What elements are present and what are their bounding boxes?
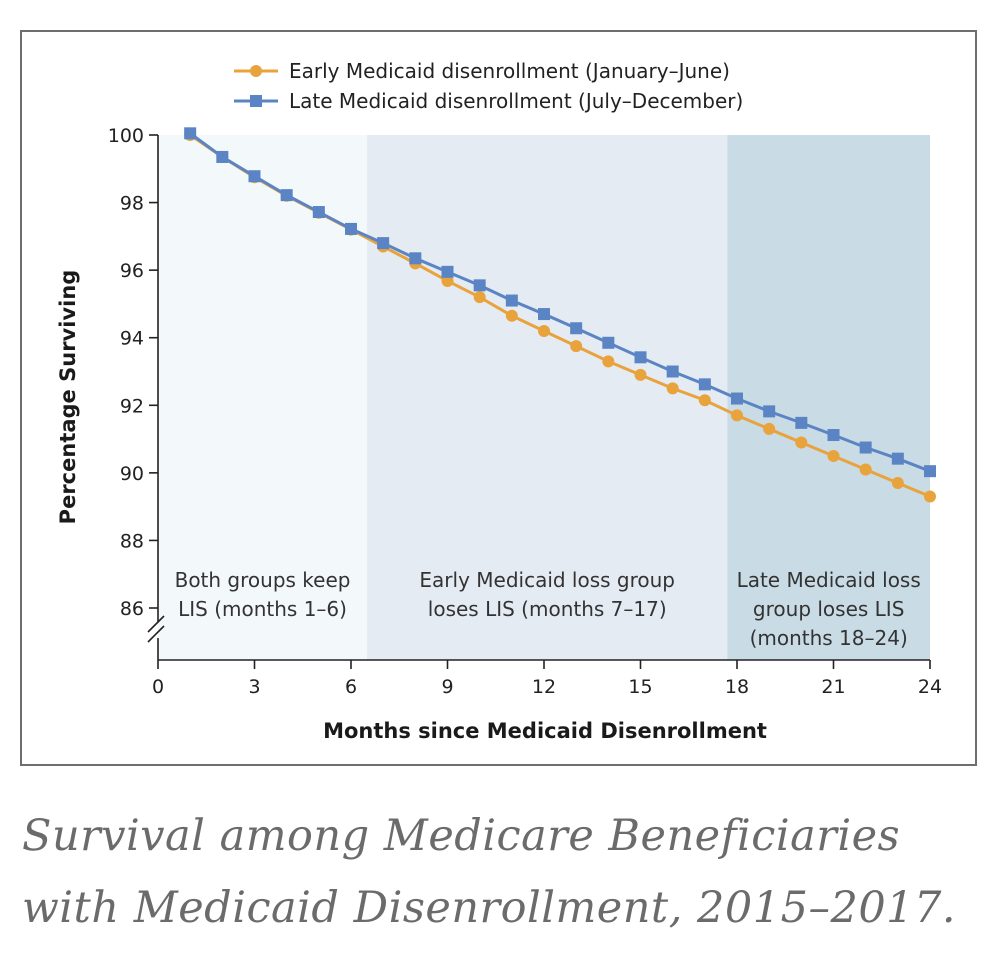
series-2-point-5	[312, 206, 325, 219]
series-2-point-22	[859, 441, 872, 454]
region-2-label-line-2: loses LIS (months 7–17)	[428, 597, 667, 621]
series-2	[184, 127, 936, 478]
series-2-point-2	[216, 150, 229, 163]
series-2-point-1	[184, 127, 197, 140]
series-2-point-7	[377, 237, 390, 250]
legend-marker-2	[250, 95, 262, 107]
series-1-point-11	[505, 309, 518, 322]
series-2-point-15	[634, 351, 647, 364]
survival-line-chart: Both groups keep LIS (months 1–6) Early Me…	[56, 59, 942, 743]
series-2-point-20	[795, 416, 808, 429]
x-tick-label-6: 6	[345, 676, 357, 698]
series-2-point-17	[698, 378, 711, 391]
series-2-point-6	[345, 222, 357, 235]
caption-line-1: Survival among Medicare Beneficiaries	[22, 811, 901, 861]
y-tick-label-96: 96	[120, 260, 144, 282]
axes	[147, 134, 931, 669]
series-1-point-14	[602, 355, 615, 368]
y-tick-label-98: 98	[120, 193, 144, 215]
series-2-point-18	[731, 392, 743, 405]
series-1-point-12	[538, 324, 550, 337]
figure-frame: Both groups keep LIS (months 1–6) Early Me…	[20, 30, 977, 766]
legend: Early Medicaid disenrollment (January–Ju…	[234, 59, 743, 113]
series-1-point-10	[473, 291, 486, 304]
series-2-point-21	[827, 429, 840, 442]
region-3-shade	[727, 135, 930, 660]
series-1-point-13	[570, 340, 583, 353]
series-2-point-4	[280, 189, 293, 202]
series-1-point-15	[634, 368, 647, 381]
axis-break-mark-2	[147, 625, 165, 643]
series-2-point-8	[409, 252, 422, 265]
caption-line-2: with Medicaid Disenrollment, 2015–2017.	[22, 883, 957, 933]
region-2-shade	[367, 135, 728, 660]
series-2-point-23	[891, 452, 904, 465]
legend-label-1: Early Medicaid disenrollment (January–Ju…	[289, 59, 730, 83]
series-2-point-13	[570, 322, 583, 335]
x-tick-label-9: 9	[441, 676, 453, 698]
region-3-label-line-1: Late Medicaid loss	[737, 568, 921, 592]
series-1-point-21	[827, 449, 840, 462]
series-1-point-24	[924, 490, 936, 503]
data-series	[184, 127, 936, 503]
y-axis-label: Percentage Surviving	[56, 270, 80, 525]
y-tick-label-100: 100	[108, 125, 144, 147]
y-tick-label-90: 90	[120, 463, 144, 485]
series-1-point-9	[441, 274, 454, 287]
legend-label-2: Late Medicaid disenrollment (July–Decemb…	[289, 89, 743, 113]
x-axis-label: Months since Medicaid Disenrollment	[323, 719, 767, 743]
y-tick-label-94: 94	[120, 328, 144, 350]
y-tick-label-86: 86	[120, 598, 144, 620]
series-1-point-17	[698, 394, 711, 407]
region-2-label-line-1: Early Medicaid loss group	[419, 568, 675, 592]
region-3-label-line-2: group loses LIS	[753, 597, 904, 621]
x-tick-label-18: 18	[725, 676, 749, 698]
series-2-point-14	[602, 336, 615, 349]
series-2-point-16	[666, 365, 679, 378]
x-tick-label-0: 0	[152, 676, 164, 698]
x-tick-label-15: 15	[628, 676, 652, 698]
x-tick-label-3: 3	[248, 676, 260, 698]
axis-break-mark-1	[147, 615, 165, 633]
region-labels: Both groups keep LIS (months 1–6) Early Me…	[175, 568, 921, 650]
series-2-point-10	[473, 279, 486, 292]
series-2-point-19	[763, 405, 776, 418]
legend-marker-1	[250, 65, 262, 77]
series-2-point-3	[248, 170, 261, 183]
region-1-shade	[158, 135, 368, 660]
region-3-label-line-3: (months 18–24)	[750, 626, 908, 650]
tick-labels: 86 88 90 92 94 96 98 100 0 3 6 9 12 15 18 21 24	[108, 125, 942, 698]
figure-caption: Survival among Medicare Beneficiaries wi…	[22, 800, 982, 944]
y-tick-label-88: 88	[120, 530, 144, 552]
series-1-point-23	[891, 476, 904, 489]
x-tick-label-12: 12	[532, 676, 556, 698]
series-1-point-16	[666, 382, 679, 395]
series-2-point-11	[505, 294, 518, 307]
series-2-point-24	[924, 465, 936, 478]
x-tick-label-21: 21	[821, 676, 845, 698]
region-1-label-line-1: Both groups keep	[175, 568, 351, 592]
shaded-regions	[158, 135, 930, 660]
series-2-point-12	[538, 308, 550, 321]
series-1-point-18	[731, 409, 743, 422]
series-1-point-20	[795, 436, 808, 449]
series-1-point-19	[763, 422, 776, 435]
region-1-label-line-2: LIS (months 1–6)	[178, 597, 347, 621]
x-tick-label-24: 24	[918, 676, 942, 698]
series-1-point-22	[859, 463, 872, 476]
y-tick-label-92: 92	[120, 395, 144, 417]
series-2-point-9	[441, 265, 454, 278]
